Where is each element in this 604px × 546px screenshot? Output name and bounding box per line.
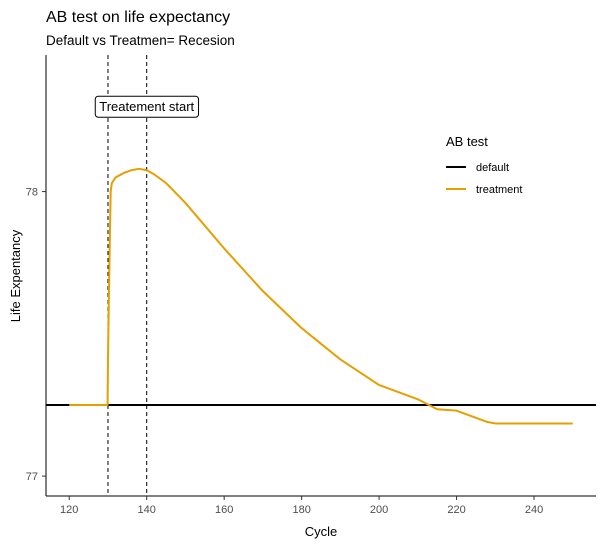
x-tick-label: 140 <box>138 504 156 516</box>
legend-label-treatment: treatment <box>476 184 522 196</box>
legend-title: AB test <box>446 134 488 149</box>
y-tick-label: 78 <box>26 187 38 199</box>
x-tick-label: 160 <box>215 504 233 516</box>
x-tick-label: 240 <box>525 504 543 516</box>
x-tick-label: 120 <box>60 504 78 516</box>
axes: 120 140 160 180 200 220 240 77 78 <box>26 55 596 516</box>
x-tick-label: 220 <box>447 504 465 516</box>
plot-area: Treatement start <box>46 55 596 496</box>
chart-subtitle: Default vs Treatmen= Recesion <box>46 33 235 48</box>
series-line-treatment <box>69 167 573 425</box>
legend-label-default: default <box>476 162 509 174</box>
annotation-box <box>94 95 200 118</box>
y-tick-label: 77 <box>26 471 38 483</box>
legend: AB test default treatment <box>446 134 522 196</box>
x-tick-label: 200 <box>370 504 388 516</box>
chart-title: AB test on life expectancy <box>46 9 230 26</box>
annotation-label: Treatement start <box>99 99 194 114</box>
x-axis-title: Cycle <box>305 524 338 539</box>
x-tick-label: 180 <box>292 504 310 516</box>
y-axis-title: Life Expentancy <box>8 229 23 322</box>
